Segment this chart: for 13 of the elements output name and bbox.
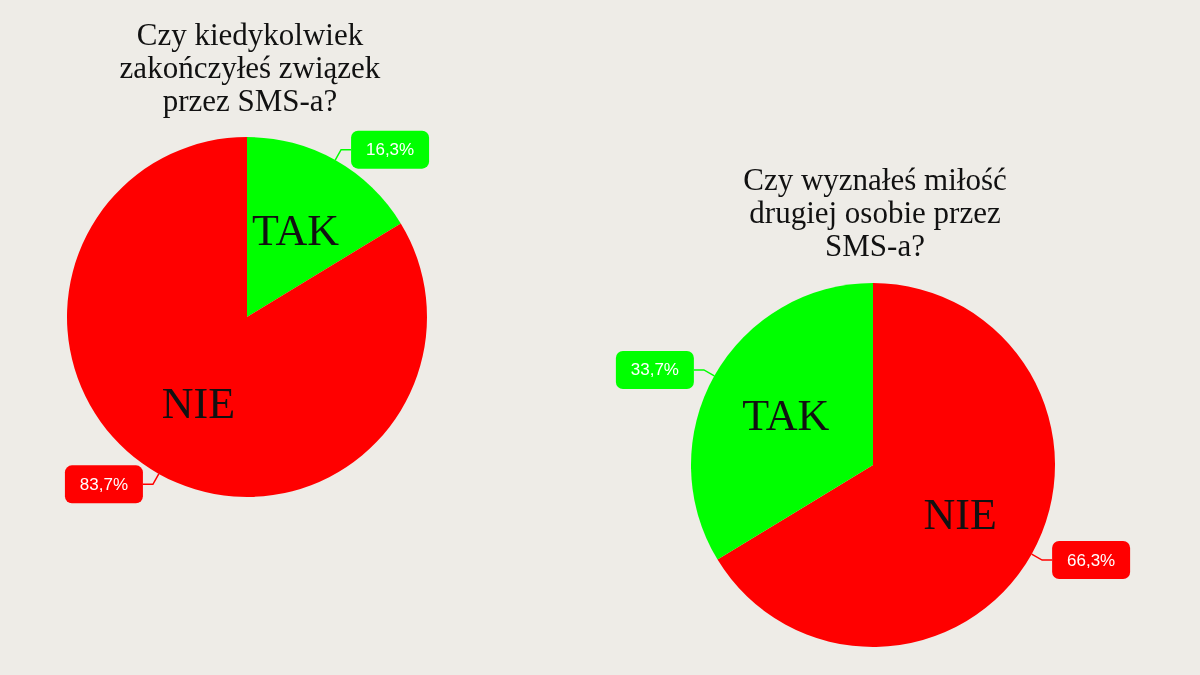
- pie-slice: [67, 137, 427, 497]
- slice-label: TAK: [252, 206, 340, 256]
- data-label: 33,7%: [630, 360, 679, 380]
- pie-slice: [717, 283, 1055, 647]
- data-label: 16,3%: [365, 140, 415, 160]
- chart-title: Czy kiedykolwiek zakończyłeś związek przez SMS-a?: [119, 17, 381, 118]
- pie-slice: [691, 283, 873, 560]
- data-label: 83,7%: [79, 474, 129, 494]
- slice-label: NIE: [161, 378, 236, 428]
- slice-label: TAK: [742, 391, 830, 441]
- slice-label: NIE: [923, 489, 997, 539]
- chart-title: Czy wyznałeś miłość drugiej osobie przez SMS-a?: [743, 162, 1007, 263]
- data-label: 66,3%: [1067, 550, 1116, 570]
